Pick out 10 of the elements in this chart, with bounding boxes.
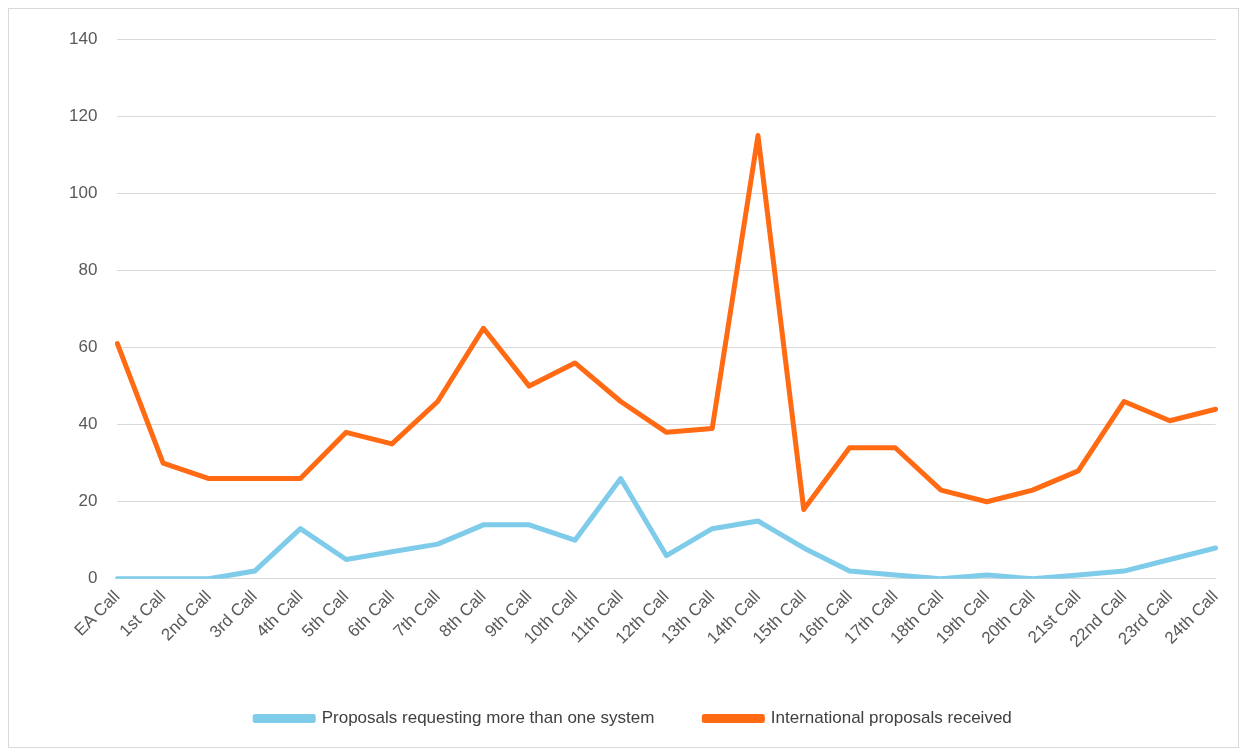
legend-label: International proposals received [770,708,1012,728]
y-tick-label: 140 [68,28,98,48]
y-tick-label: 40 [78,414,98,434]
y-tick-label: 80 [78,260,98,280]
legend-label: Proposals requesting more than one system [321,708,655,728]
y-tick-label: 60 [78,337,98,357]
y-tick-label: 120 [68,105,98,125]
y-tick-label: 100 [68,183,98,203]
y-tick-label: 20 [78,491,98,511]
y-tick-label: 0 [87,568,98,588]
